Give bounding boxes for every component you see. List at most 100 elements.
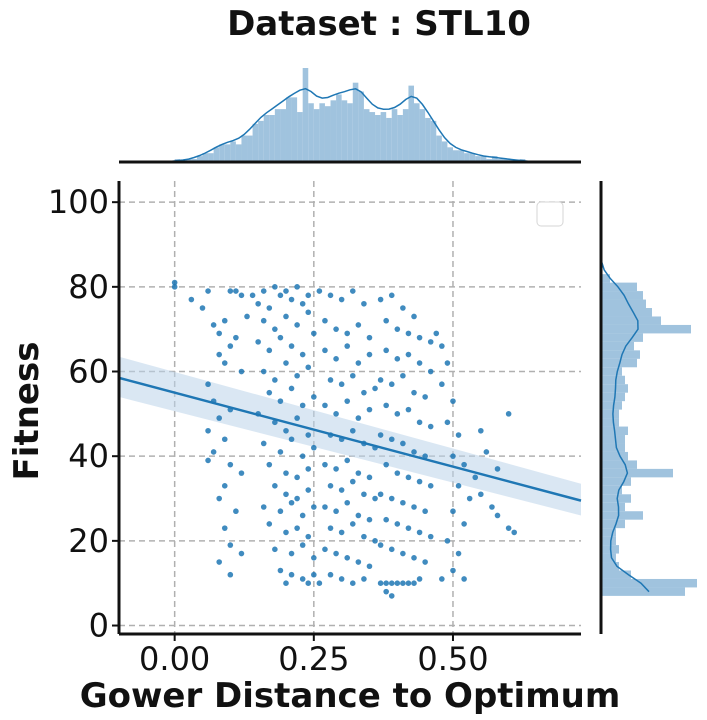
data-point: [338, 529, 345, 536]
data-point: [377, 491, 384, 498]
top-hist-bar: [441, 141, 448, 162]
y-tick-label: 20: [68, 522, 109, 560]
data-point: [405, 351, 412, 358]
data-point: [260, 504, 267, 510]
data-point: [383, 461, 389, 468]
data-point: [349, 521, 356, 527]
top-hist-bar: [280, 109, 286, 162]
data-point: [305, 309, 312, 316]
data-point: [288, 343, 295, 349]
right-marginal-histogram: [600, 244, 697, 596]
right-hist-bar: [601, 384, 628, 393]
top-hist-bar: [341, 100, 348, 162]
data-point: [383, 402, 389, 409]
right-hist-bar: [601, 477, 631, 486]
data-point: [461, 576, 467, 582]
data-point: [305, 466, 312, 472]
data-point: [416, 576, 423, 582]
right-hist-bar: [601, 570, 631, 579]
data-point: [327, 292, 334, 299]
data-point: [405, 580, 412, 586]
data-point: [299, 453, 306, 459]
data-point: [405, 330, 412, 337]
top-hist-bar: [347, 103, 353, 162]
data-point: [305, 432, 312, 438]
data-point: [366, 563, 373, 570]
data-point: [210, 322, 217, 328]
data-point: [505, 525, 512, 531]
data-point: [411, 580, 417, 586]
data-point: [366, 516, 373, 523]
data-point: [416, 419, 423, 426]
data-point: [244, 313, 250, 320]
y-tick-label: 100: [48, 183, 109, 221]
data-point: [221, 360, 228, 366]
data-point: [444, 419, 451, 426]
data-point: [322, 317, 328, 324]
data-point: [294, 525, 300, 531]
data-point: [349, 580, 356, 586]
data-point: [260, 317, 267, 324]
x-tick-label: 0.00: [139, 640, 210, 678]
top-marginal-histogram: [138, 68, 562, 163]
top-hist-bar: [308, 103, 314, 162]
top-hist-bar: [235, 144, 242, 162]
data-point: [311, 554, 317, 561]
data-point: [233, 288, 239, 294]
data-point: [266, 347, 273, 354]
data-point: [299, 512, 306, 519]
data-point: [388, 436, 395, 443]
right-hist-bar: [601, 536, 616, 546]
data-point: [455, 432, 462, 438]
right-hist-bar: [601, 299, 646, 309]
top-hist-bar: [313, 109, 320, 162]
data-point: [505, 411, 512, 417]
data-point: [400, 372, 406, 379]
top-hist-bar: [196, 156, 203, 162]
data-point: [388, 495, 395, 502]
top-hist-bar: [391, 109, 398, 162]
data-point: [288, 571, 295, 578]
data-point: [322, 546, 328, 553]
right-hist-bar: [601, 451, 628, 461]
data-point: [283, 491, 289, 498]
data-point: [322, 402, 328, 409]
top-hist-bar: [464, 153, 470, 162]
y-tick-label: 0: [89, 607, 109, 645]
data-point: [171, 284, 178, 290]
top-hist-bar: [291, 97, 298, 162]
top-hist-bar: [419, 109, 426, 162]
data-point: [233, 508, 239, 515]
chart-title: Dataset : STL10: [227, 4, 531, 44]
data-point: [416, 334, 423, 341]
data-point: [416, 360, 423, 366]
data-point: [366, 474, 373, 481]
top-hist-bar: [247, 135, 253, 162]
data-point: [205, 427, 211, 434]
data-point: [327, 571, 334, 578]
data-point: [400, 499, 406, 506]
top-hist-bar: [386, 117, 392, 162]
data-point: [333, 326, 339, 332]
data-point: [283, 470, 289, 476]
data-point: [427, 533, 434, 540]
data-point: [444, 360, 451, 366]
data-point: [383, 516, 389, 523]
data-point: [338, 381, 345, 388]
right-hist-bar: [601, 494, 631, 503]
data-point: [227, 288, 234, 294]
top-hist-bar: [213, 147, 220, 162]
data-point: [400, 580, 406, 586]
data-point: [221, 483, 228, 489]
data-point: [327, 483, 334, 489]
data-point: [272, 546, 278, 553]
data-point: [221, 317, 228, 324]
data-point: [216, 559, 222, 565]
data-point: [327, 377, 334, 383]
data-point: [366, 334, 373, 341]
data-point: [205, 457, 211, 464]
data-point: [188, 296, 195, 303]
data-point: [283, 288, 289, 294]
data-point: [283, 313, 289, 320]
